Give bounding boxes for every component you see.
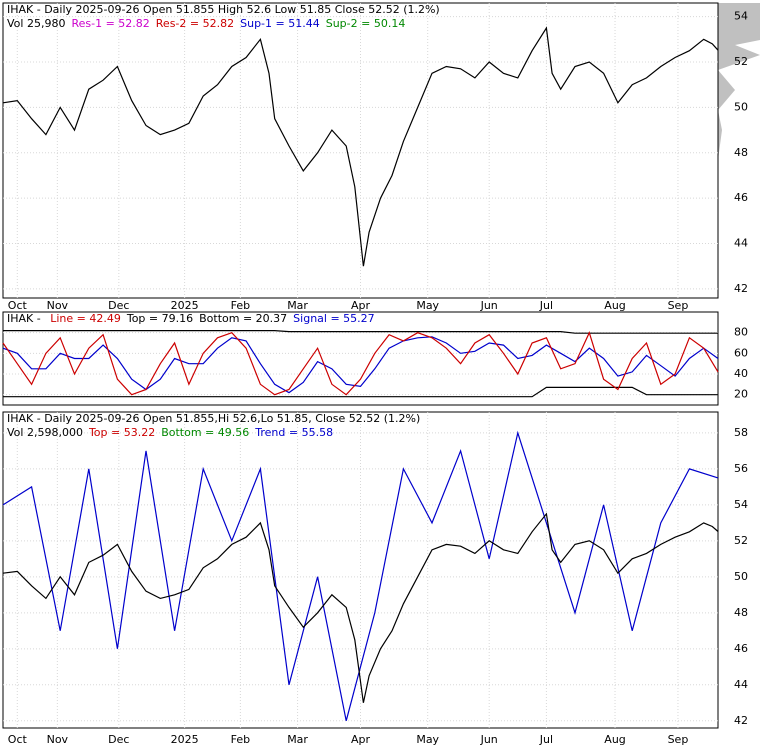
x-tick-label: 2025 [171,733,199,745]
y-tick-label: 58 [734,426,748,439]
header-text: Top = 53.22 [88,426,155,439]
y-tick-label: 48 [734,146,748,159]
series-line [2,26,719,267]
y-tick-label: 56 [734,462,748,475]
x-tick-label: Feb [231,299,250,312]
x-tick-label: Apr [351,733,371,745]
y-tick-label: 40 [734,367,748,380]
series-line [3,330,718,334]
y-tick-label: 44 [734,678,748,691]
header-text: Bottom = 20.37 [199,312,287,325]
x-tick-label: 2025 [171,299,199,312]
series-line [2,331,719,396]
header-text: Top = 79.16 [126,312,193,325]
y-tick-label: 42 [734,714,748,727]
y-tick-label: 60 [734,346,748,359]
y-tick-label: 50 [734,100,748,113]
header-text: IHAK - Daily 2025-09-26 Open 51.855 High… [7,3,440,16]
y-tick-label: 46 [734,191,748,204]
header-line: Vol 25,980 Res-1 = 52.82 Res-2 = 52.82 Sup-… [7,17,405,30]
x-tick-label: Mar [287,733,308,745]
y-tick-label: 42 [734,282,748,295]
header-text: IHAK - [7,312,44,325]
y-tick-label: 54 [734,498,748,511]
x-tick-label: Nov [47,299,69,312]
x-tick-label: Apr [351,299,371,312]
header-text: Vol 25,980 [7,17,65,30]
y-tick-label: 44 [734,237,748,250]
series-line [2,336,719,394]
x-tick-label: Oct [8,299,28,312]
header-text: Bottom = 49.56 [161,426,249,439]
series-line [2,430,719,721]
x-tick-label: Feb [231,733,250,745]
y-tick-label: 80 [734,326,748,339]
x-tick-label: Mar [287,299,308,312]
header-text: Trend = 55.58 [254,426,333,439]
header-line: IHAK - Daily 2025-09-26 Open 51.855 High… [7,3,440,16]
y-tick-label: 54 [734,10,748,23]
x-tick-label: Oct [8,733,28,745]
header-line: Vol 2,598,000 Top = 53.22 Bottom = 49.56 Tr… [7,426,333,439]
x-tick-label: May [416,299,439,312]
x-tick-label: Sep [668,299,689,312]
volume-profile [718,3,760,160]
x-tick-label: May [416,733,439,745]
x-tick-label: Jul [539,733,553,745]
y-tick-label: 46 [734,642,748,655]
series-line [3,386,718,398]
x-tick-label: Dec [108,733,129,745]
y-tick-label: 48 [734,606,748,619]
header-text: Vol 2,598,000 [7,426,83,439]
x-tick-label: Jun [480,733,498,745]
x-tick-label: Aug [604,299,625,312]
series-line [2,512,719,703]
x-tick-label: Jul [539,299,553,312]
y-tick-label: 20 [734,388,748,401]
x-tick-label: Nov [47,733,69,745]
header-line: IHAK - Line = 42.49 Top = 79.16 Bottom = 2… [7,312,375,325]
x-tick-label: Aug [604,733,625,745]
header-text: Signal = 55.27 [293,312,375,325]
header-text: Sup-1 = 51.44 [240,17,320,30]
x-tick-label: Dec [108,299,129,312]
header-text: Res-1 = 52.82 [71,17,149,30]
x-tick-label: Jun [480,299,498,312]
x-tick-label: Sep [668,733,689,745]
y-tick-label: 52 [734,55,748,68]
header-text: Sup-2 = 50.14 [326,17,406,30]
header-line: IHAK - Daily 2025-09-26 Open 51.855,Hi 5… [7,412,420,425]
y-tick-label: 52 [734,534,748,547]
header-text: Res-2 = 52.82 [156,17,234,30]
header-text: IHAK - Daily 2025-09-26 Open 51.855,Hi 5… [7,412,420,425]
y-tick-label: 50 [734,570,748,583]
header-text: Line = 42.49 [50,312,121,325]
